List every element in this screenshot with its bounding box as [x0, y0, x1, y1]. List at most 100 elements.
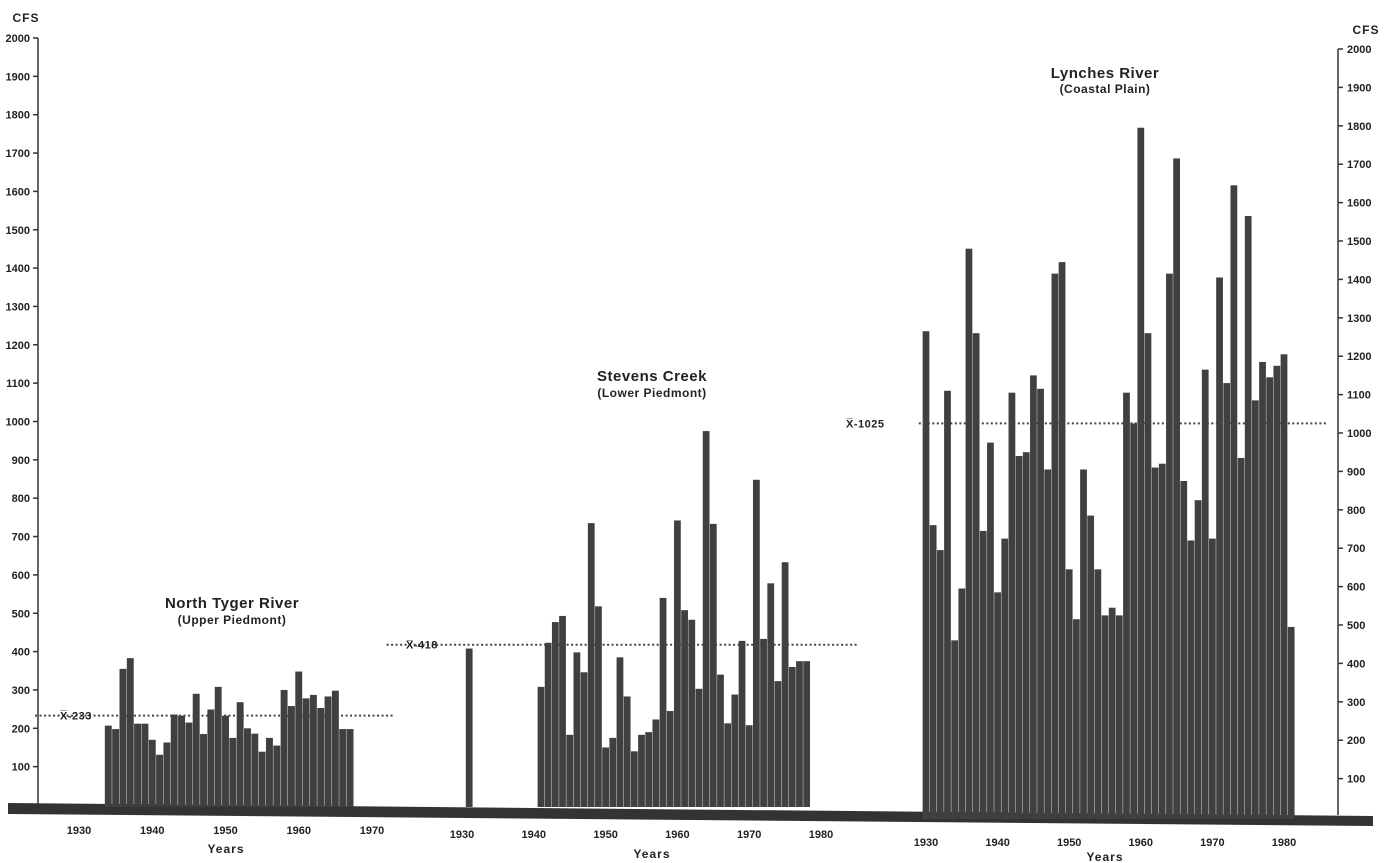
bar: [559, 615, 566, 807]
baseline: [8, 803, 1373, 826]
bar: [185, 722, 193, 807]
x-tick-label: 1940: [140, 825, 164, 837]
bar: [760, 638, 767, 807]
bar: [346, 729, 354, 807]
bar: [1259, 361, 1266, 819]
left-axis-tick-label: 500: [12, 608, 30, 620]
bar: [1015, 456, 1023, 819]
bar: [1251, 400, 1259, 819]
bar: [1022, 452, 1030, 819]
bar: [580, 672, 588, 807]
bar: [587, 523, 595, 807]
bar: [616, 657, 624, 807]
x-tick-label: 1930: [450, 829, 474, 841]
panel-title-stevens-creek: Stevens Creek: [597, 368, 707, 385]
bar: [788, 666, 796, 807]
x-tick-label: 1950: [1057, 837, 1081, 849]
right-axis-tick-label: 1500: [1347, 236, 1371, 248]
bars-stevens-creek: [465, 431, 811, 807]
bar: [1158, 463, 1166, 819]
x-ticks-stevens-creek: 1930 1940 1950 1960 1970 1980: [450, 829, 833, 841]
x-tick-label: 1980: [809, 829, 833, 841]
bar: [1180, 481, 1188, 819]
bar: [1087, 515, 1095, 819]
right-axis-tick-label: 1900: [1347, 82, 1371, 94]
bar: [645, 732, 653, 807]
bar: [1187, 540, 1195, 819]
right-axis-tick-label: 700: [1347, 543, 1365, 555]
bar: [929, 525, 937, 819]
right-axis-tick-label: 1600: [1347, 198, 1371, 210]
bar: [1130, 423, 1138, 819]
x-tick-label: 1930: [67, 825, 91, 837]
bar: [112, 729, 120, 807]
right-axis-tick-label: 1100: [1347, 390, 1371, 402]
bar: [796, 661, 803, 807]
mean-lynches-river: X̅-1025: [846, 418, 1327, 430]
bar: [1115, 615, 1123, 819]
left-axis-tick-label: 300: [12, 685, 30, 697]
bar: [222, 715, 229, 807]
left-y-axis: CFS 100 200 300 400 500 600 700 800 900 1000 1100 1…: [6, 11, 39, 805]
bar: [803, 661, 811, 807]
bar: [339, 729, 347, 807]
bar: [936, 550, 944, 819]
bar: [1051, 273, 1059, 819]
mean-label: X̅-418: [406, 640, 438, 652]
x-tick-label: 1940: [522, 829, 546, 841]
right-y-axis: CFS 100 200 300 400 500 600 700 800 900 1000 1100 1…: [1337, 23, 1379, 815]
bar: [163, 742, 171, 807]
bar: [1266, 377, 1274, 819]
x-tick-label: 1950: [213, 825, 237, 837]
x-tick-label: 1940: [985, 837, 1009, 849]
left-axis-tick-label: 1800: [6, 110, 30, 122]
bar: [1287, 626, 1295, 819]
x-axis-label-stevens-creek: Years: [633, 847, 670, 861]
left-axis-tick-label: 700: [12, 532, 30, 544]
bar: [1151, 467, 1159, 819]
panel-title-lynches-river: Lynches River: [1051, 65, 1160, 82]
bar: [265, 737, 273, 807]
bar: [126, 658, 134, 807]
bar: [273, 745, 281, 807]
bar: [178, 715, 186, 807]
panel-stevens-creek: X̅-418 1930 1940 1950 1960 1970 1980 Stevens …: [386, 368, 857, 861]
bar: [767, 583, 775, 807]
bar: [666, 711, 674, 807]
right-axis-tick-label: 1800: [1347, 121, 1371, 133]
baseline-layer: [8, 803, 1373, 826]
left-axis-tick-label: 100: [12, 762, 30, 774]
right-axis-tick-label: 600: [1347, 582, 1365, 594]
bar: [1044, 469, 1052, 819]
bar: [287, 706, 295, 807]
bar: [537, 686, 545, 807]
left-axis-tick-label: 600: [12, 570, 30, 582]
x-ticks-lynches-river: 1930 1940 1950 1960 1970 1980: [914, 837, 1296, 849]
bar: [148, 739, 156, 807]
bar: [134, 723, 142, 807]
bar: [324, 696, 332, 807]
bar: [1230, 185, 1238, 819]
bar: [1008, 392, 1016, 819]
x-tick-label: 1960: [665, 829, 689, 841]
bar: [258, 751, 266, 807]
bar: [156, 754, 164, 807]
bar: [1072, 619, 1080, 819]
bar: [1244, 216, 1252, 820]
bar: [1194, 500, 1202, 819]
panel-subtitle-north-tyger-river: (Upper Piedmont): [178, 613, 287, 627]
bar: [609, 737, 617, 807]
right-axis-tick-label: 100: [1347, 774, 1365, 786]
x-tick-label: 1970: [360, 825, 384, 837]
bar: [1273, 365, 1281, 819]
bars-north-tyger-river: [104, 658, 354, 807]
mean-label: X̅-233: [60, 711, 92, 723]
bar: [1058, 262, 1066, 819]
panel-lynches-river: X̅-1025 1930 1940 1950 1960 1970 1980 Lynches…: [846, 65, 1327, 863]
bar: [738, 640, 746, 807]
x-tick-label: 1930: [914, 837, 938, 849]
bar: [745, 725, 753, 807]
bar: [244, 728, 251, 807]
bar: [573, 652, 581, 807]
